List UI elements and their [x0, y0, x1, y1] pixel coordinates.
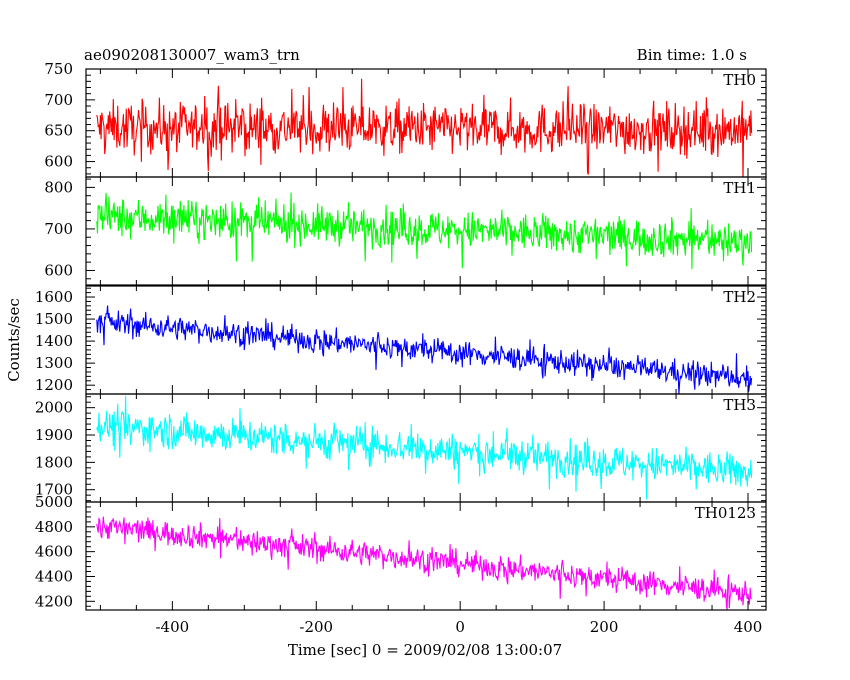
y-tick-label: 1300 [35, 354, 73, 372]
panel-frame [85, 285, 767, 395]
y-tick-label: 4400 [35, 567, 73, 585]
y-tick-label: 700 [44, 220, 73, 238]
series-label-th2: TH2 [723, 288, 756, 306]
y-tick-label: 1400 [35, 332, 73, 350]
y-tick-label: 1800 [35, 453, 73, 471]
panel-frame [85, 501, 767, 611]
panel-frame [85, 176, 767, 286]
series-line-th2 [96, 305, 753, 394]
panel-th1: TH1 600 700 800 [44, 176, 767, 286]
y-tick-label: 750 [44, 60, 73, 78]
x-tick-label: 200 [590, 618, 619, 636]
series-label-th0: TH0 [723, 71, 756, 89]
panel-th3: TH3 1700 1800 1900 2000 [35, 393, 767, 503]
y-tick-label: 4600 [35, 543, 73, 561]
y-tick-label: 2000 [35, 399, 73, 417]
y-tick-label: 1700 [35, 481, 73, 499]
series-label-th1: TH1 [723, 179, 756, 197]
panel-th2: TH2 1200 1300 1400 1500 1600 [35, 285, 767, 395]
y-tick-label: 1900 [35, 426, 73, 444]
y-tick-label: 1200 [35, 376, 73, 394]
y-tick-label: 4200 [35, 592, 73, 610]
plot-title: ae090208130007_wam3_trn [84, 46, 300, 64]
y-tick-label: 800 [44, 178, 73, 196]
series-label-th0123: TH0123 [695, 504, 756, 522]
y-tick-label: 1600 [35, 288, 73, 306]
series-line-th0123 [96, 516, 752, 610]
y-tick-label: 5000 [35, 493, 73, 511]
y-tick-label: 700 [44, 91, 73, 109]
y-tick-label: 1500 [35, 310, 73, 328]
series-line-th3 [96, 395, 753, 500]
y-axis-label: Counts/sec [5, 298, 23, 382]
series-label-th3: TH3 [723, 396, 756, 414]
series-line-th0 [96, 78, 753, 177]
series-line-th1 [96, 192, 753, 270]
x-tick-label: -200 [299, 618, 333, 636]
y-tick-label: 600 [44, 153, 73, 171]
bin-time-label: Bin time: 1.0 s [637, 46, 747, 64]
panels-group: TH0 600 650 700 750 TH1 600 700 800 TH2 1200 1300 14… [35, 60, 767, 636]
panel-frame [85, 393, 767, 503]
y-tick-label: 600 [44, 261, 73, 279]
x-tick-label: 400 [734, 618, 763, 636]
panel-th0123: TH0123 4200 4400 4600 4800 5000 [35, 493, 767, 611]
y-tick-label: 650 [44, 122, 73, 140]
panel-th0: TH0 600 650 700 750 [44, 60, 767, 178]
x-tick-label: -400 [155, 618, 189, 636]
x-axis-label: Time [sec] 0 = 2009/02/08 13:00:07 [288, 641, 562, 659]
y-tick-label: 4800 [35, 518, 73, 536]
x-tick-label: 0 [455, 618, 465, 636]
